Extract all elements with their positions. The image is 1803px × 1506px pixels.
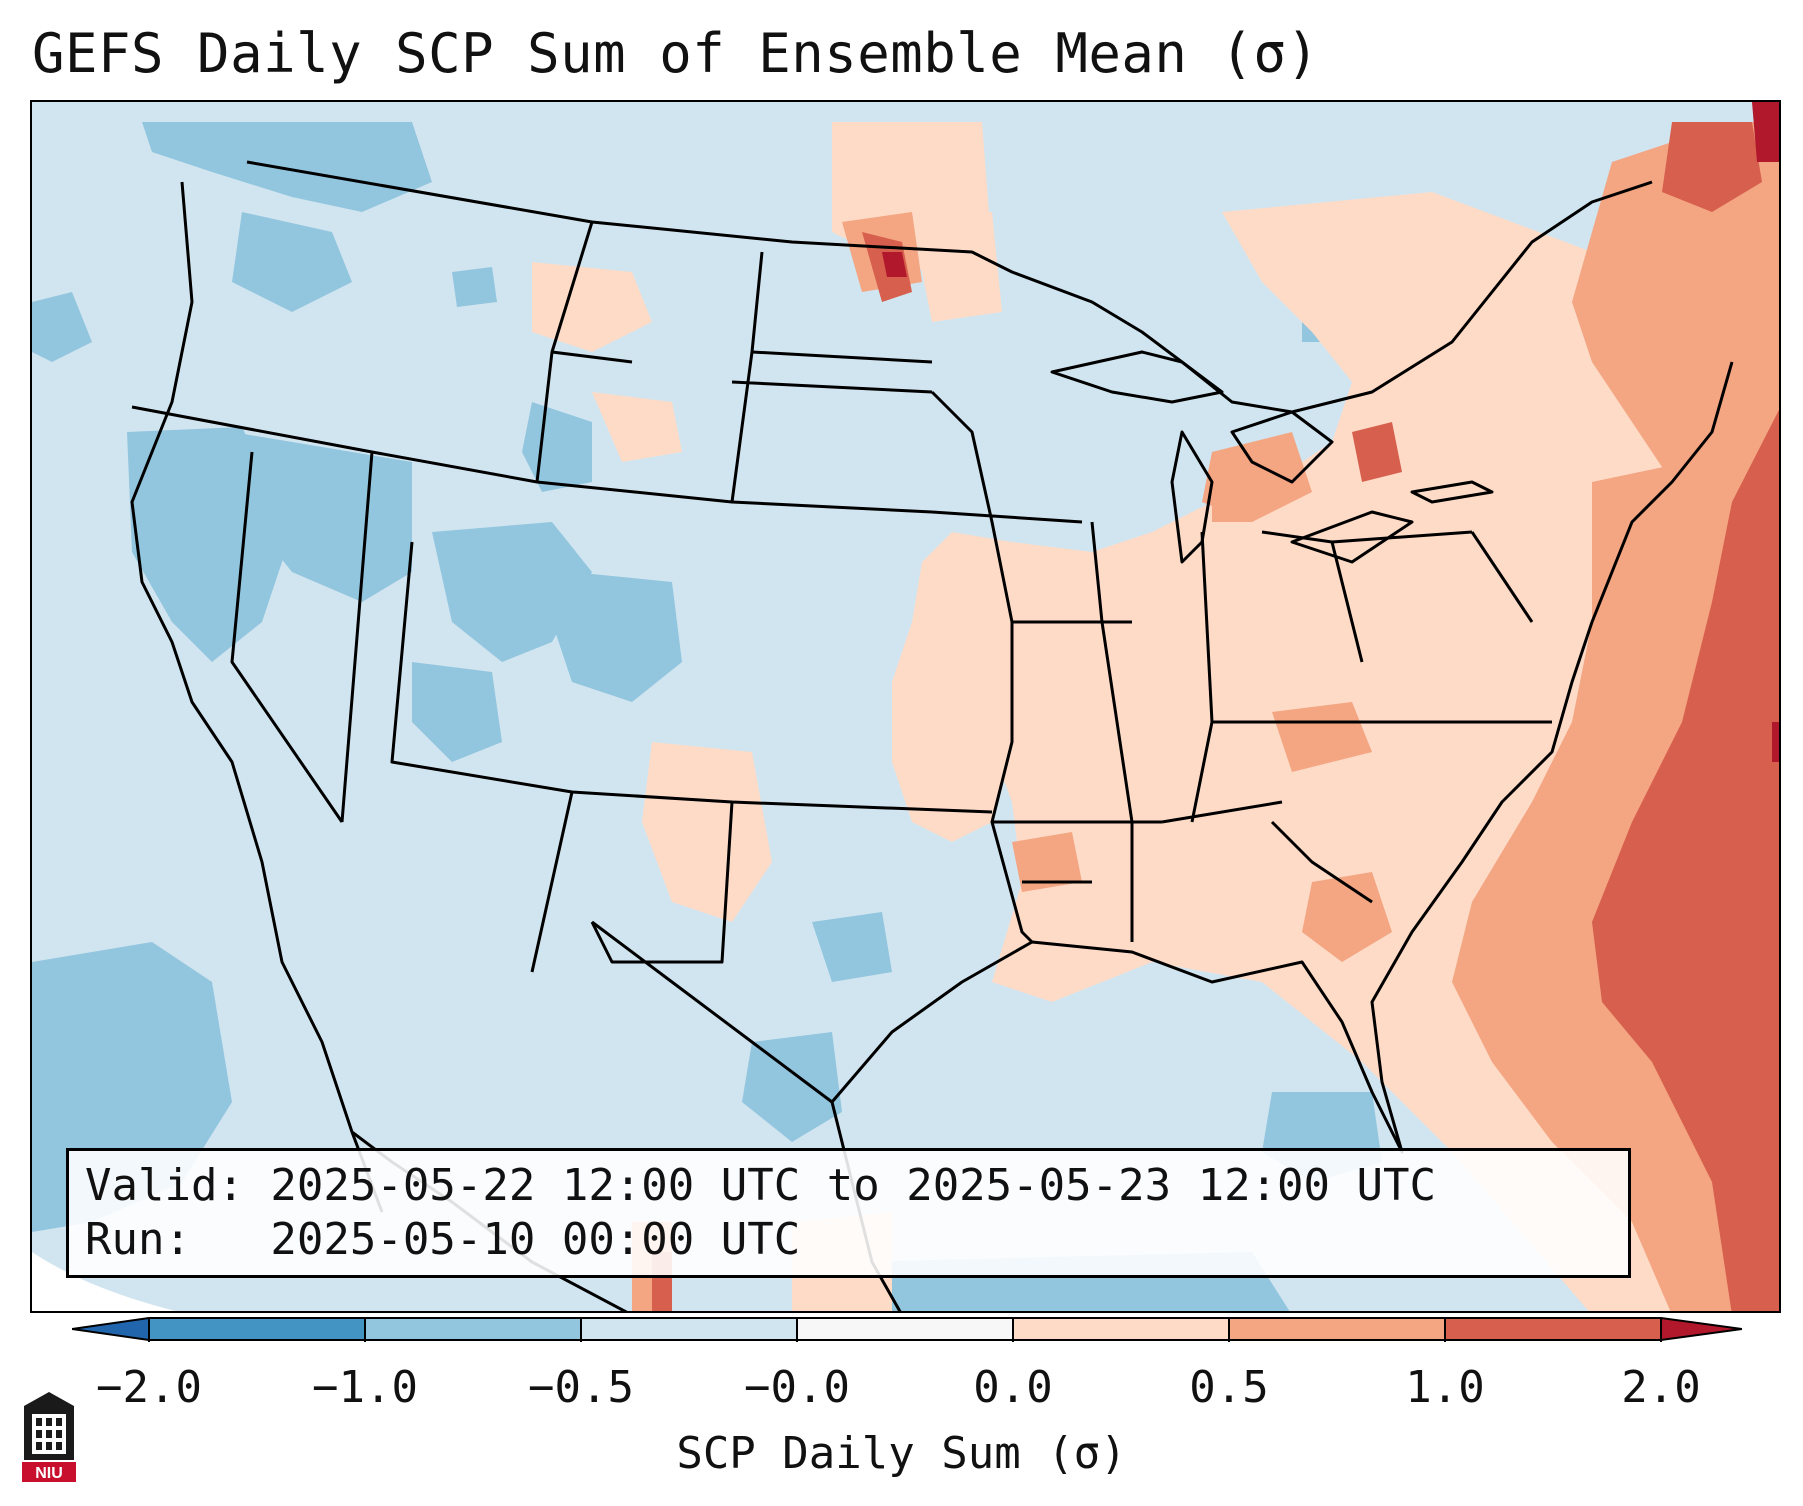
colorbar-bin-6	[1229, 1318, 1445, 1340]
logo-text: NIU	[35, 1465, 63, 1482]
valid-time-text: Valid: 2025-05-22 12:00 UTC to 2025-05-2…	[85, 1160, 1437, 1211]
colorbar-tick-label: −1.0	[312, 1362, 418, 1413]
great-lakes	[1050, 350, 1494, 564]
niu-logo: NIU	[22, 1392, 76, 1482]
gulf-atlantic-coast	[591, 361, 1734, 1154]
colorbar-bin-7	[1445, 1318, 1661, 1340]
state-lines-central	[930, 390, 1552, 944]
colorbar-tick-label: 0.0	[973, 1362, 1053, 1413]
colorbar-bin-1	[149, 1318, 365, 1340]
colorbar-label: SCP Daily Sum (σ)	[676, 1428, 1127, 1479]
colorbar-bin-5	[1013, 1318, 1229, 1340]
colorbar-bin-2	[365, 1318, 581, 1340]
colorbar-tick-label: 0.5	[1189, 1362, 1269, 1413]
valid-run-box: Valid: 2025-05-22 12:00 UTC to 2025-05-2…	[66, 1148, 1631, 1278]
map-title: GEFS Daily SCP Sum of Ensemble Mean (σ)	[32, 22, 1320, 85]
domain-corner-left	[32, 1252, 176, 1311]
colorbar-tick-label: 2.0	[1621, 1362, 1701, 1413]
state-lines-west	[131, 221, 993, 973]
colorbar-bin-3	[581, 1318, 797, 1340]
colorbar-bin-4	[797, 1318, 1013, 1340]
colorbar-tick-label: 1.0	[1405, 1362, 1485, 1413]
run-time-text: Run: 2025-05-10 00:00 UTC	[85, 1214, 801, 1265]
colorbar-extend-low	[72, 1318, 149, 1340]
colorbar-extend-high	[1661, 1318, 1742, 1340]
colorbar	[72, 1317, 1742, 1342]
pacific-coast	[130, 181, 384, 1213]
colorbar-tick-label: −0.0	[744, 1362, 850, 1413]
scp-map	[30, 100, 1781, 1313]
colorbar-tick-label: −0.5	[528, 1362, 634, 1413]
field-positive-extreme	[882, 102, 1779, 762]
colorbar-tick-label: −2.0	[96, 1362, 202, 1413]
field-positive-strong	[652, 122, 1779, 1311]
boundaries	[130, 160, 1734, 1311]
